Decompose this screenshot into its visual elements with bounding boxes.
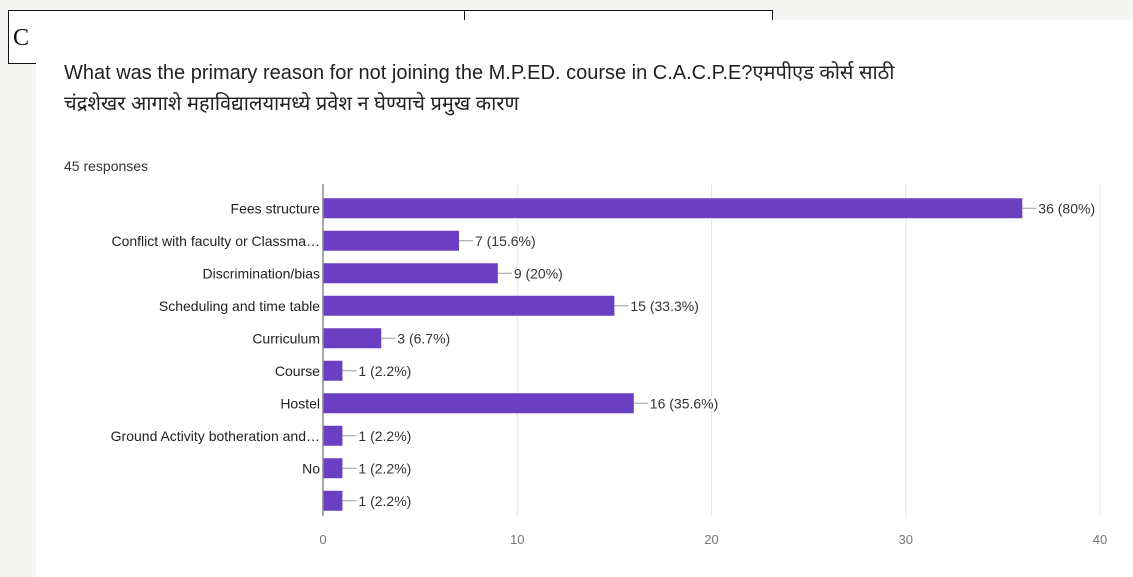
x-tick-label: 0 <box>319 532 326 547</box>
x-tick-label: 10 <box>510 532 524 547</box>
bar-chart: 0 10 20 30 40 Fees structure 36 (80%) Conflict … <box>111 184 1107 547</box>
value-label: 16 (35.6%) <box>650 395 718 411</box>
x-tick-label: 30 <box>899 532 913 547</box>
value-label: 1 (2.2%) <box>358 363 411 379</box>
response-summary-card: What was the primary reason for not join… <box>36 20 1133 577</box>
bar <box>323 328 382 349</box>
bar <box>323 360 343 381</box>
category-label: Ground Activity botheration and… <box>111 428 320 444</box>
category-label: Discrimination/bias <box>203 265 320 281</box>
x-tick-label: 20 <box>704 532 718 547</box>
value-label: 9 (20%) <box>514 265 563 281</box>
category-label: Hostel <box>280 395 320 411</box>
bar <box>323 263 498 284</box>
value-label: 7 (15.6%) <box>475 233 536 249</box>
question-title: What was the primary reason for not join… <box>64 58 1124 120</box>
question-title-line-2: चंद्रशेखर आगाशे महाविद्यालयामध्ये प्रवेश… <box>64 93 519 115</box>
value-label: 36 (80%) <box>1038 200 1095 216</box>
category-label: Scheduling and time table <box>159 298 320 314</box>
bar <box>323 393 634 414</box>
question-title-line-1: What was the primary reason for not join… <box>64 62 895 84</box>
category-label: Conflict with faculty or Classma… <box>111 233 320 249</box>
value-label: 15 (33.3%) <box>630 298 698 314</box>
bar <box>323 198 1023 219</box>
bar <box>323 425 343 446</box>
value-label: 1 (2.2%) <box>358 428 411 444</box>
category-label: No <box>302 460 320 476</box>
bar <box>323 295 615 316</box>
value-label: 1 (2.2%) <box>358 493 411 509</box>
category-label: Course <box>275 363 320 379</box>
bar <box>323 458 343 479</box>
x-tick-label: 40 <box>1093 532 1107 547</box>
value-label: 3 (6.7%) <box>397 330 450 346</box>
category-label: Fees structure <box>231 200 321 216</box>
category-label: Curriculum <box>252 330 320 346</box>
bar <box>323 490 343 511</box>
value-label: 1 (2.2%) <box>358 460 411 476</box>
bar <box>323 230 459 251</box>
table-cell-text: C <box>13 25 30 51</box>
response-count: 45 responses <box>64 158 149 174</box>
